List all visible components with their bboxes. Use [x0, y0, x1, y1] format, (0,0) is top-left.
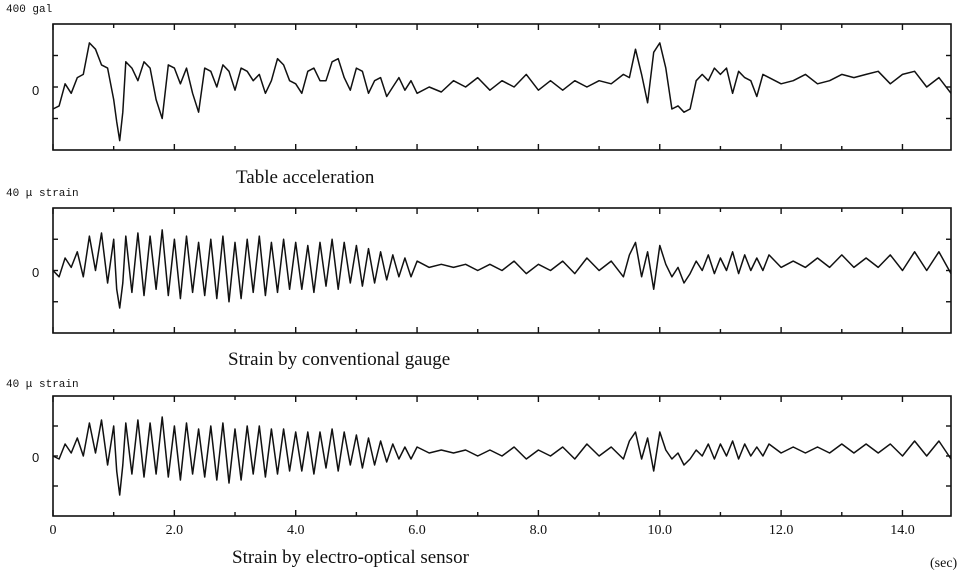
trace-acceleration — [52, 42, 952, 142]
trace-electro-optical — [52, 416, 952, 496]
x-tick-label-6: 12.0 — [769, 523, 794, 538]
x-tick-labels: 0 2.0 4.0 6.0 8.0 10.0 12.0 14.0 — [50, 523, 915, 538]
scale-label-electro-optical: 40 μ strain — [6, 379, 79, 391]
x-tick-label-0: 0 — [50, 523, 57, 538]
panel-conventional-gauge: 40 μ strain 0 Strain by conventional gau… — [6, 188, 952, 370]
x-tick-label-4: 8.0 — [530, 523, 548, 538]
scale-label-conventional: 40 μ strain — [6, 188, 79, 200]
plot-frame-acceleration — [52, 23, 952, 151]
zero-label-electro-optical: 0 — [32, 450, 39, 465]
x-tick-label-3: 6.0 — [408, 523, 426, 538]
ticks-electro-optical — [52, 396, 951, 516]
panel-table-acceleration: 400 gal 0 Table acceleration — [6, 4, 952, 188]
zero-label-conventional: 0 — [32, 265, 39, 280]
caption-electro-optical: Strain by electro-optical sensor — [232, 547, 470, 568]
caption-acceleration: Table acceleration — [236, 167, 375, 188]
zero-label-acceleration: 0 — [32, 83, 39, 98]
x-tick-label-5: 10.0 — [648, 523, 673, 538]
x-tick-label-7: 14.0 — [890, 523, 915, 538]
panel-electro-optical: 40 μ strain 0 0 2.0 4.0 6.0 8.0 10.0 12.0 14.0 … — [6, 379, 958, 571]
ticks-conventional — [52, 208, 951, 333]
trace-conventional — [52, 229, 952, 309]
ticks-acceleration — [52, 24, 951, 150]
x-axis-unit: (sec) — [930, 556, 958, 571]
scale-label-acceleration: 400 gal — [6, 4, 52, 16]
caption-conventional: Strain by conventional gauge — [228, 349, 450, 370]
x-tick-label-1: 2.0 — [166, 523, 184, 538]
x-tick-label-2: 4.0 — [287, 523, 305, 538]
